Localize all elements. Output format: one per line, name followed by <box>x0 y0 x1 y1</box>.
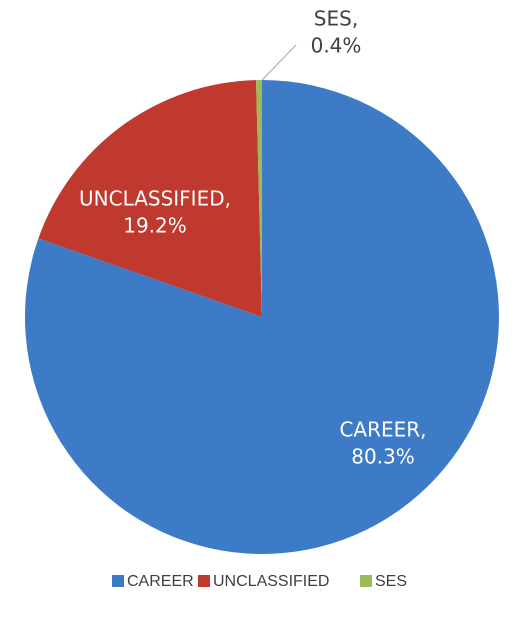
data-label-value: 80.3% <box>351 445 415 469</box>
data-label-name: CAREER, <box>339 418 426 442</box>
legend-label: SES <box>375 573 407 590</box>
pie-slice <box>38 80 262 317</box>
legend-swatch <box>112 575 124 587</box>
data-label-name: SES, <box>314 7 358 31</box>
data-label-name: UNCLASSIFIED, <box>79 187 231 211</box>
leader-line <box>261 44 297 81</box>
legend-label: UNCLASSIFIED <box>213 573 329 590</box>
legend-label: CAREER <box>127 573 194 590</box>
data-label-value: 19.2% <box>123 214 187 238</box>
pie-slice <box>256 80 262 317</box>
legend-swatch <box>198 575 210 587</box>
legend-swatch <box>360 575 372 587</box>
data-label-value: 0.4% <box>311 34 362 58</box>
